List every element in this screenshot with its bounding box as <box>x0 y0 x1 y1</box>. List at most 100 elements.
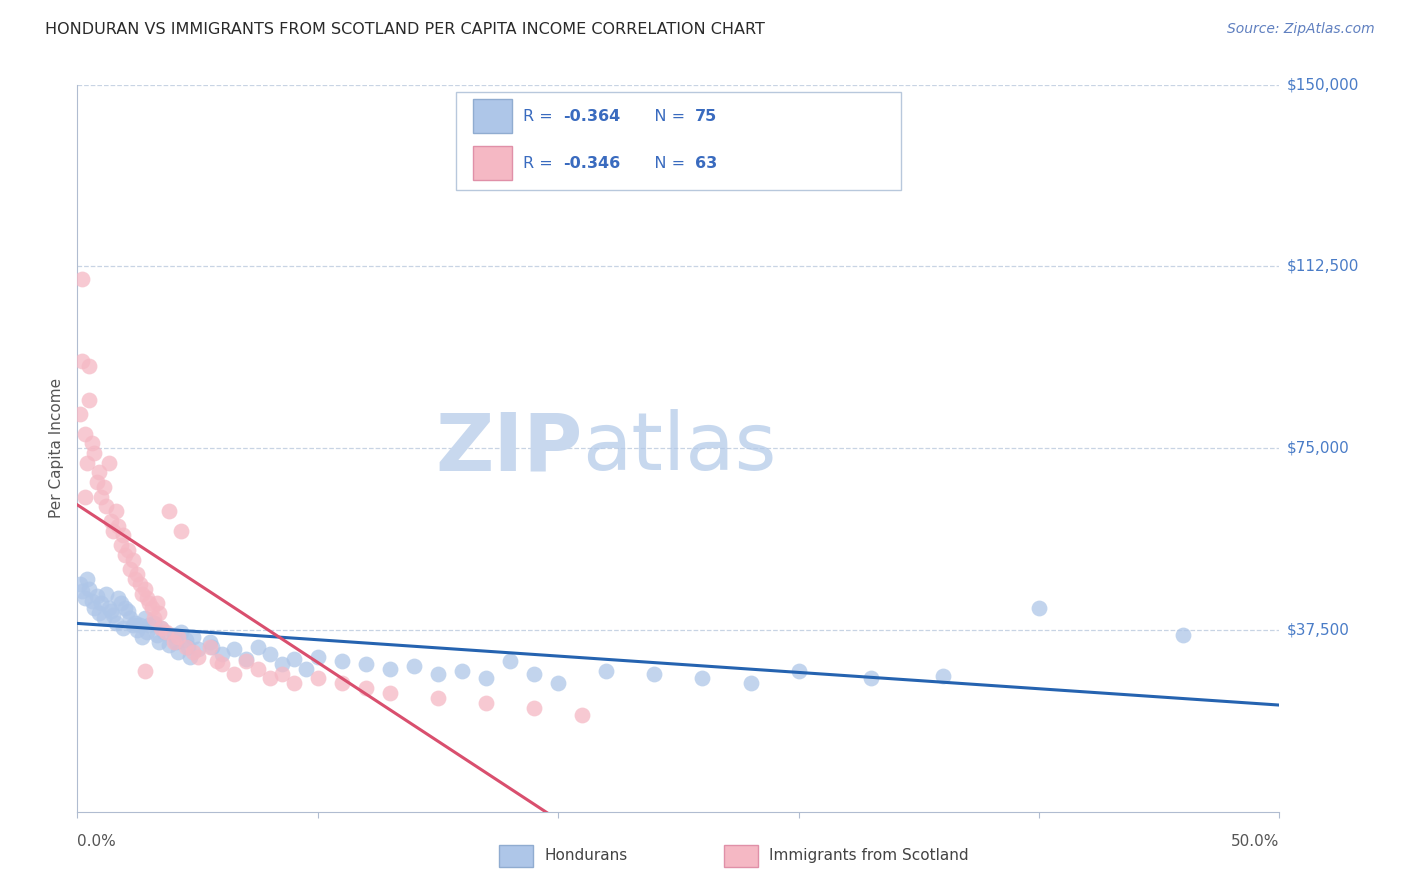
Point <box>103 608 125 623</box>
Point <box>571 707 593 722</box>
Point <box>186 649 209 664</box>
Point <box>165 635 187 649</box>
Point <box>179 649 201 664</box>
Point <box>96 500 118 514</box>
Text: $37,500: $37,500 <box>1286 623 1350 638</box>
Point <box>177 640 200 654</box>
Point <box>138 618 160 632</box>
Point <box>475 696 498 710</box>
Point <box>79 359 101 373</box>
Point <box>307 672 329 686</box>
Point <box>87 466 110 480</box>
Point <box>1028 601 1050 615</box>
Point <box>80 594 103 608</box>
Point <box>162 635 184 649</box>
Point <box>76 572 98 586</box>
Text: HONDURAN VS IMMIGRANTS FROM SCOTLAND PER CAPITA INCOME CORRELATION CHART: HONDURAN VS IMMIGRANTS FROM SCOTLAND PER… <box>45 22 765 37</box>
Text: $150,000: $150,000 <box>1286 78 1358 92</box>
Point <box>128 577 150 591</box>
Point <box>121 618 143 632</box>
Point <box>69 577 91 591</box>
Point <box>170 625 193 640</box>
Point <box>157 504 180 518</box>
Point <box>83 446 105 460</box>
Point <box>73 426 96 441</box>
Text: atlas: atlas <box>582 409 776 487</box>
Point <box>235 655 257 669</box>
Point <box>162 628 184 642</box>
Point <box>499 655 522 669</box>
Text: R =: R = <box>523 109 558 124</box>
Point <box>96 587 118 601</box>
Point <box>79 392 101 407</box>
Point <box>198 640 221 654</box>
Text: -0.364: -0.364 <box>562 109 620 124</box>
Text: 0.0%: 0.0% <box>77 834 117 849</box>
Point <box>134 611 156 625</box>
Point <box>787 664 810 678</box>
Point <box>73 490 96 504</box>
Point <box>150 621 173 635</box>
Point <box>378 686 401 700</box>
Point <box>155 625 177 640</box>
Point <box>167 630 190 644</box>
Point <box>170 524 193 538</box>
Point <box>740 676 762 690</box>
Text: -0.346: -0.346 <box>562 156 620 171</box>
Point <box>143 611 166 625</box>
Point <box>110 596 132 610</box>
Point <box>136 625 159 640</box>
Point <box>127 567 149 582</box>
Point <box>104 504 127 518</box>
Point <box>547 676 569 690</box>
Text: R =: R = <box>523 156 558 171</box>
Point <box>157 638 180 652</box>
Point <box>402 659 425 673</box>
Point <box>110 538 132 552</box>
Text: 50.0%: 50.0% <box>1232 834 1279 849</box>
Point <box>174 640 197 654</box>
Point <box>643 666 665 681</box>
Point <box>148 635 170 649</box>
Point <box>259 647 281 661</box>
Point <box>131 630 153 644</box>
Point <box>222 642 245 657</box>
Text: Source: ZipAtlas.com: Source: ZipAtlas.com <box>1227 22 1375 37</box>
Point <box>80 436 103 450</box>
Point <box>283 652 305 666</box>
Point <box>117 604 139 618</box>
Point <box>259 672 281 686</box>
Point <box>201 640 224 654</box>
Point <box>120 611 142 625</box>
Point <box>134 664 156 678</box>
Point <box>475 672 498 686</box>
Point <box>246 662 269 676</box>
Point <box>111 528 134 542</box>
Text: N =: N = <box>638 156 690 171</box>
Point <box>114 548 136 562</box>
Point <box>100 604 122 618</box>
Point <box>117 543 139 558</box>
Point <box>211 647 233 661</box>
Point <box>138 596 160 610</box>
Point <box>93 611 115 625</box>
Point <box>294 662 316 676</box>
Point <box>153 625 176 640</box>
Point <box>378 662 401 676</box>
Point <box>86 475 108 490</box>
Point <box>427 690 450 705</box>
Point <box>211 657 233 671</box>
Point <box>235 652 257 666</box>
Point <box>145 628 167 642</box>
Point <box>1173 628 1195 642</box>
Point <box>523 700 546 714</box>
Point <box>120 562 142 576</box>
Point <box>595 664 617 678</box>
Point <box>90 596 112 610</box>
Point <box>198 635 221 649</box>
Point <box>174 632 197 647</box>
Point <box>270 657 292 671</box>
Point <box>859 672 882 686</box>
Point <box>307 649 329 664</box>
Point <box>121 552 143 566</box>
